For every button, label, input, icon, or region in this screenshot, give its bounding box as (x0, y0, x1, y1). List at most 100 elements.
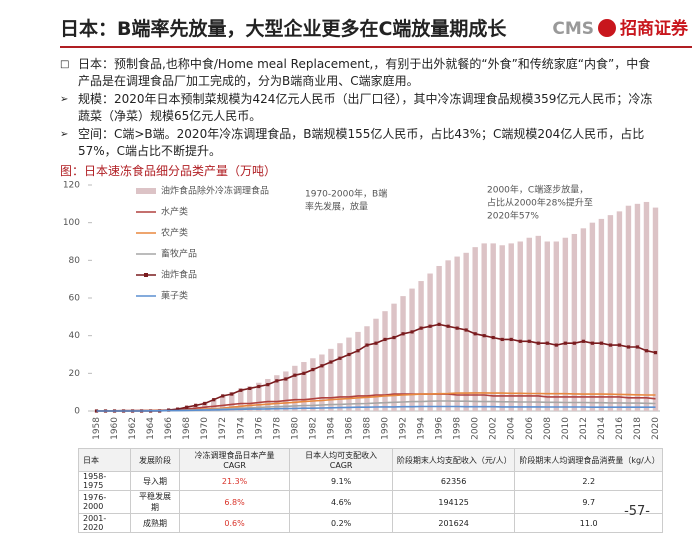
x-tick-label: 2010 (561, 417, 571, 440)
line-marker (221, 394, 224, 397)
x-tick-label: 1972 (218, 417, 228, 440)
line-marker (519, 340, 522, 343)
bar (563, 238, 568, 411)
y-tick-label: 120 (63, 181, 80, 191)
bar (337, 343, 342, 411)
bar (617, 211, 622, 411)
table-cell: 0.2% (290, 514, 393, 533)
line-marker (320, 364, 323, 367)
x-tick-label: 1990 (381, 417, 391, 440)
bar (292, 366, 297, 411)
line-marker (627, 345, 630, 348)
table-cell: 201624 (392, 514, 514, 533)
bar (518, 242, 523, 412)
table-header-cell: 发展阶段 (131, 449, 180, 472)
table-cell: 4.6% (290, 491, 393, 514)
line-marker (591, 342, 594, 345)
bar (608, 215, 613, 411)
annotation: 率先发展，放量 (305, 201, 368, 213)
bar (319, 355, 324, 412)
line-marker (383, 338, 386, 341)
legend-label: 农产类 (161, 227, 188, 239)
table-cell: 194125 (392, 491, 514, 514)
x-tick-label: 1976 (254, 417, 264, 440)
line-marker (356, 349, 359, 352)
legend-label: 畜牧产品 (161, 248, 197, 260)
line-marker (230, 392, 233, 395)
bar (491, 243, 496, 411)
line-marker (609, 343, 612, 346)
line-marker (194, 404, 197, 407)
x-tick-label: 1980 (290, 417, 300, 440)
bar (328, 349, 333, 411)
x-tick-label: 1966 (164, 417, 174, 440)
legend-marker (144, 273, 148, 277)
x-tick-label: 1968 (182, 417, 192, 440)
line-marker (492, 336, 495, 339)
line-marker (573, 342, 576, 345)
bar (346, 338, 351, 411)
table-cell: 9.1% (290, 472, 393, 491)
bar (626, 206, 631, 411)
line-marker (248, 387, 251, 390)
line-marker (284, 377, 287, 380)
line-marker (401, 332, 404, 335)
bar (527, 238, 532, 411)
x-tick-label: 2014 (597, 417, 607, 440)
bar (436, 266, 441, 411)
annotation: 2020年57% (487, 210, 539, 222)
bar (599, 219, 604, 411)
legend-label: 水产类 (161, 206, 188, 218)
line-marker (392, 336, 395, 339)
x-tick-label: 2000 (471, 417, 481, 440)
bar (454, 257, 459, 411)
table-cell: 导入期 (131, 472, 180, 491)
x-tick-label: 1962 (128, 417, 138, 440)
table-header-cell: 阶段期末人均调理食品消费量（kg/人） (515, 449, 663, 472)
line-marker (365, 343, 368, 346)
line-marker (582, 340, 585, 343)
line-marker (293, 374, 296, 377)
x-tick-label: 2004 (507, 417, 517, 440)
bar (554, 242, 559, 412)
bar (644, 202, 649, 411)
y-tick-label: 60 (69, 294, 81, 304)
table-cell: 0.6% (179, 514, 290, 533)
x-tick-label: 2018 (633, 417, 643, 440)
table-cell: 62356 (392, 472, 514, 491)
x-tick-label: 1998 (453, 417, 463, 440)
table-cell: 21.3% (179, 472, 290, 491)
x-tick-label: 1974 (236, 417, 246, 440)
x-tick-label: 1978 (272, 417, 282, 440)
legend-label: 油炸食品除外冷冻调理食品 (161, 185, 269, 197)
table-header-cell: 日本人均可支配收入CAGR (290, 449, 393, 472)
bar (301, 362, 306, 411)
x-tick-label: 2006 (525, 417, 535, 440)
x-tick-label: 1964 (146, 417, 156, 440)
table-cell: 6.8% (179, 491, 290, 514)
page-number: -57- (624, 504, 650, 519)
y-tick-label: 100 (63, 218, 80, 228)
line-marker (645, 349, 648, 352)
line-marker (185, 406, 188, 409)
bar (427, 274, 432, 411)
annotation: 占比从2000年28%提升至 (487, 197, 593, 209)
line-marker (302, 372, 305, 375)
table-cell: 成熟期 (131, 514, 180, 533)
bar (545, 242, 550, 412)
x-tick-label: 1958 (92, 417, 102, 440)
legend-label: 油炸食品 (161, 269, 197, 281)
line-marker (555, 343, 558, 346)
line-marker (618, 343, 621, 346)
bar (572, 234, 577, 411)
line-marker (537, 342, 540, 345)
bar (500, 245, 505, 411)
table-cell: 2001-2020 (79, 514, 131, 533)
bar (581, 228, 586, 411)
